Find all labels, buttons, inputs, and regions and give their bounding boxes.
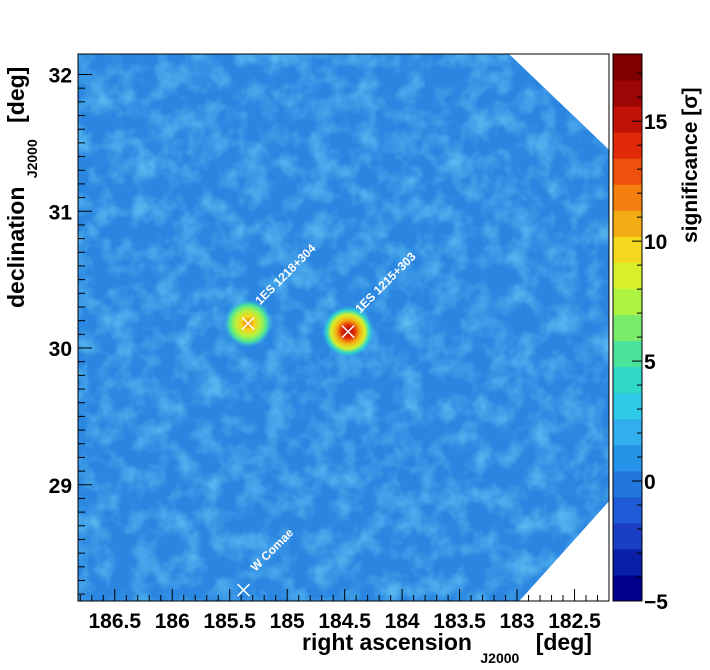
x-tick-label: 184.5 [318, 610, 371, 633]
colorbar-frame [612, 53, 643, 602]
colorbar-swatch [613, 80, 642, 107]
colorbar-tick-label: 15 [644, 111, 668, 134]
y-tick-label: 31 [49, 201, 73, 224]
plot-frame [77, 53, 610, 602]
colorbar-title: significance [σ] [679, 87, 702, 243]
source-marker-2 [236, 583, 251, 597]
colorbar-swatch [613, 574, 642, 602]
colorbar-swatch [613, 470, 642, 498]
x-tick-label: 185 [270, 610, 305, 633]
source-marker-0 [241, 316, 255, 330]
y-tick-label: 29 [49, 475, 72, 498]
y-tick-label: 30 [49, 338, 72, 361]
colorbar-swatch [613, 418, 642, 446]
y-axis: 29 30 31 32 [49, 65, 92, 595]
colorbar-swatch [613, 496, 642, 524]
colorbar-swatch [613, 158, 642, 185]
colorbar-swatch [613, 366, 642, 394]
x-axis: 186.5 186 185.5 185 184.5 184 183.5 183 182.5 [79, 589, 610, 633]
colorbar-tick-label: 0 [644, 471, 656, 494]
colorbar-swatch [613, 184, 642, 211]
colorbar: −5 0 5 10 15 [612, 53, 668, 614]
colorbar-swatch [613, 54, 642, 81]
colorbar-tick-label: −5 [644, 591, 668, 614]
x-tick-label: 183.5 [433, 610, 486, 633]
colorbar-swatch [613, 522, 642, 550]
colorbar-tick-label: 10 [644, 231, 667, 254]
x-tick-label: 185.5 [203, 610, 256, 633]
y-axis-title: declination J2000 [deg] [3, 67, 42, 308]
colorbar-swatch [613, 444, 642, 472]
x-tick-label: 186 [155, 610, 190, 633]
colorbar-swatch [613, 262, 642, 289]
source-marker-1 [341, 325, 355, 339]
colorbar-swatch [613, 392, 642, 420]
colorbar-swatch [613, 106, 642, 133]
colorbar-swatch [613, 236, 642, 263]
colorbar-swatch [613, 288, 642, 315]
x-tick-label: 183 [500, 610, 535, 633]
colorbar-swatch [613, 340, 642, 368]
x-tick-label: 186.5 [88, 610, 141, 633]
x-tick-label: 182.5 [548, 610, 601, 633]
y-tick-label: 32 [49, 65, 72, 88]
x-tick-label: 184 [385, 610, 420, 633]
x-axis-title: right ascension J2000 [deg] [302, 629, 592, 668]
colorbar-swatch [613, 210, 642, 237]
colorbar-tick-label: 5 [644, 351, 656, 374]
